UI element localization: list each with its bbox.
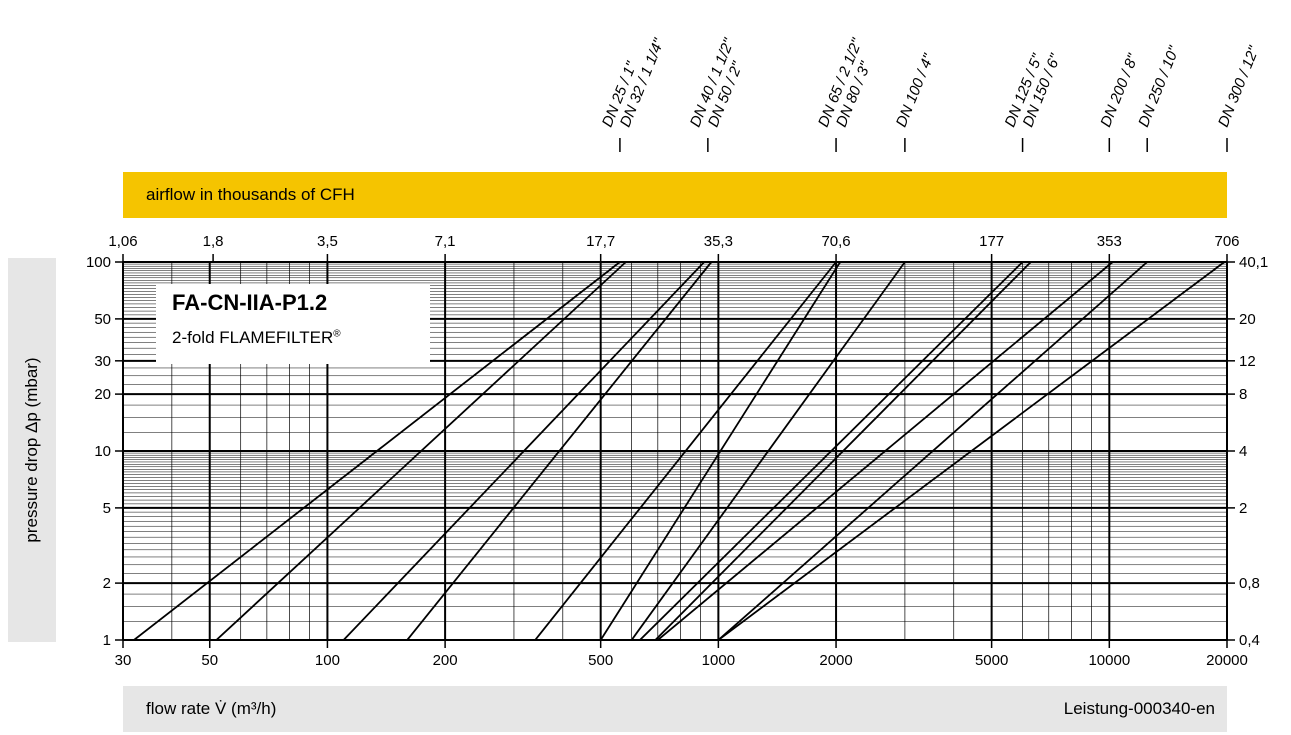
dn-marker-label: DN 200 / 8" [1097, 51, 1142, 129]
top-tick-label: 70,6 [821, 233, 850, 250]
top-tick-label: 353 [1097, 233, 1122, 250]
top-tick-label: 35,3 [704, 233, 733, 250]
series-line [406, 261, 713, 641]
x-tick-label: 200 [433, 652, 458, 669]
x-tick-label: 5000 [975, 652, 1008, 669]
dn-marker-label: DN 250 / 10" [1135, 43, 1183, 129]
y-tick-label: 1 [103, 632, 111, 649]
series-line [639, 261, 1024, 641]
bottom-axis-band: flow rate V̇ (m³/h) Leistung-000340-en [123, 686, 1227, 732]
top-axis-label: airflow in thousands of CFH [146, 185, 355, 204]
right-tick-label: 0,8 [1239, 575, 1260, 592]
top-tick-label: 3,5 [317, 233, 338, 250]
y-axis-band [8, 258, 56, 642]
x-tick-label: 500 [588, 652, 613, 669]
top-axis-band: airflow in thousands of CFH [123, 172, 1227, 218]
x-tick-label: 1000 [702, 652, 735, 669]
chart-title: FA-CN-IIA-P1.2 [172, 290, 328, 315]
y-tick-label: 5 [103, 500, 111, 517]
series-line [599, 261, 842, 641]
top-tick-label: 1,06 [108, 233, 137, 250]
x-tick-label: 2000 [819, 652, 852, 669]
top-tick-label: 1,8 [203, 233, 224, 250]
series-line [654, 261, 1032, 641]
series-line [630, 261, 906, 641]
right-tick-label: 2 [1239, 500, 1247, 517]
x-tick-label: 30 [115, 652, 132, 669]
series-line [342, 261, 705, 641]
series-line [534, 261, 837, 641]
x-axis-label: flow rate V̇ (m³/h) [146, 699, 277, 718]
top-tick-label: 17,7 [586, 233, 615, 250]
x-tick-label: 20000 [1206, 652, 1248, 669]
series-line [717, 261, 1225, 641]
x-tick-label: 50 [201, 652, 218, 669]
y-tick-label: 50 [94, 311, 111, 328]
y-tick-label: 10 [94, 443, 111, 460]
right-tick-label: 40,1 [1239, 254, 1268, 271]
chart-legend-box: FA-CN-IIA-P1.2 2-fold FLAMEFILTER® [156, 284, 430, 364]
series-line [717, 261, 1148, 641]
dn-marker-label: DN 300 / 12" [1215, 43, 1263, 129]
y-tick-label: 30 [94, 353, 111, 370]
series-line [657, 261, 1114, 641]
y-tick-label: 2 [103, 575, 111, 592]
right-tick-label: 4 [1239, 443, 1247, 460]
top-tick-label: 706 [1214, 233, 1239, 250]
right-tick-label: 0,4 [1239, 632, 1260, 649]
chart-subtitle: 2-fold FLAMEFILTER® [172, 328, 341, 347]
y-tick-label: 20 [94, 386, 111, 403]
series-line [215, 261, 627, 641]
series-line [133, 261, 621, 641]
x-tick-label: 10000 [1088, 652, 1130, 669]
footer-code: Leistung-000340-en [1063, 699, 1215, 718]
dn-marker-label: DN 100 / 4" [893, 51, 938, 129]
top-tick-label: 7,1 [435, 233, 456, 250]
registered-mark: ® [333, 328, 341, 340]
y-tick-label: 100 [86, 254, 111, 271]
x-tick-label: 100 [315, 652, 340, 669]
right-tick-label: 20 [1239, 311, 1256, 328]
right-tick-label: 12 [1239, 353, 1256, 370]
top-tick-label: 177 [979, 233, 1004, 250]
right-tick-label: 8 [1239, 386, 1247, 403]
